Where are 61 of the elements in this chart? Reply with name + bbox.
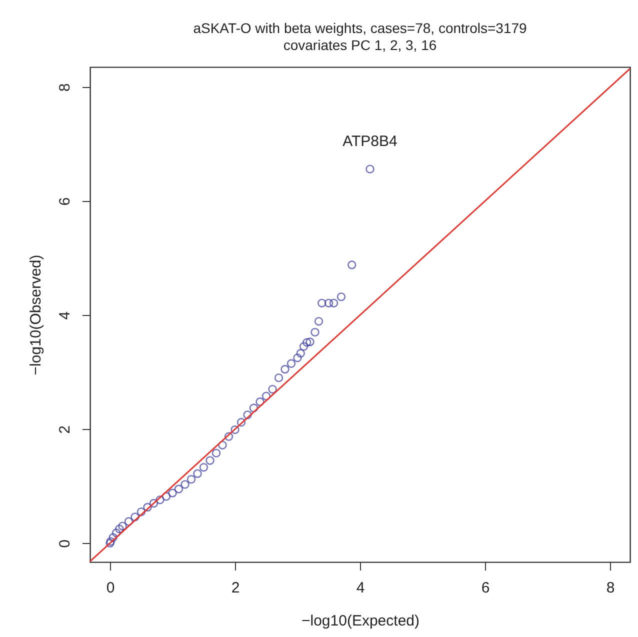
- point: [112, 528, 121, 538]
- x-tick-label: 4: [356, 580, 365, 596]
- point: [302, 338, 312, 347]
- point: [218, 440, 227, 450]
- point: [324, 298, 334, 308]
- point: [268, 384, 277, 394]
- point: [329, 298, 338, 308]
- y-axis-title: −log10(Observed): [28, 254, 44, 376]
- point: [174, 484, 184, 494]
- y-tick-label: 6: [56, 197, 74, 206]
- point: [293, 353, 302, 362]
- point: [193, 469, 202, 478]
- point: [199, 462, 208, 472]
- point: [230, 425, 240, 434]
- point: [118, 522, 127, 530]
- y-tick-label: 8: [56, 83, 74, 92]
- y-tick-label: 4: [56, 311, 74, 320]
- point: [348, 260, 356, 270]
- point: [156, 495, 164, 504]
- point: [366, 164, 374, 174]
- point: [180, 480, 190, 489]
- point: [286, 359, 296, 368]
- point: [115, 524, 124, 534]
- point: [206, 456, 214, 465]
- point: [306, 338, 314, 346]
- x-axis-title: −log10(Expected): [302, 612, 420, 630]
- point: [314, 316, 324, 326]
- point: [249, 404, 258, 412]
- point: [130, 512, 140, 522]
- x-tick-label: 8: [606, 580, 615, 596]
- point: [243, 410, 252, 420]
- point: [168, 488, 177, 498]
- point: [143, 502, 152, 512]
- x-tick-label: 0: [106, 580, 115, 596]
- point: [236, 418, 246, 427]
- point: [149, 498, 158, 508]
- point: [186, 474, 196, 484]
- chart-subtitle: covariates PC 1, 2, 3, 16: [283, 37, 437, 53]
- point: [106, 538, 114, 548]
- x-tick-label: 6: [481, 580, 490, 596]
- point: [136, 507, 146, 516]
- point: [256, 397, 264, 406]
- y-tick-label: 2: [56, 425, 74, 434]
- point: [124, 517, 134, 526]
- point: [262, 392, 271, 400]
- point: [318, 298, 326, 308]
- point: [108, 533, 118, 542]
- point: [212, 448, 221, 458]
- x-tick-label: 2: [231, 580, 240, 596]
- point: [162, 492, 171, 501]
- point: [336, 292, 346, 302]
- point: [224, 432, 234, 441]
- point: [106, 537, 115, 546]
- point: [299, 342, 308, 351]
- point: [274, 373, 284, 382]
- point: [296, 348, 305, 358]
- chart-title: aSKAT-O with beta weights, cases=78, controls=3179: [193, 20, 528, 36]
- annotation: ATP8B4: [342, 133, 398, 150]
- y-tick-label: 0: [56, 540, 74, 548]
- point: [280, 364, 290, 374]
- point: [310, 328, 320, 337]
